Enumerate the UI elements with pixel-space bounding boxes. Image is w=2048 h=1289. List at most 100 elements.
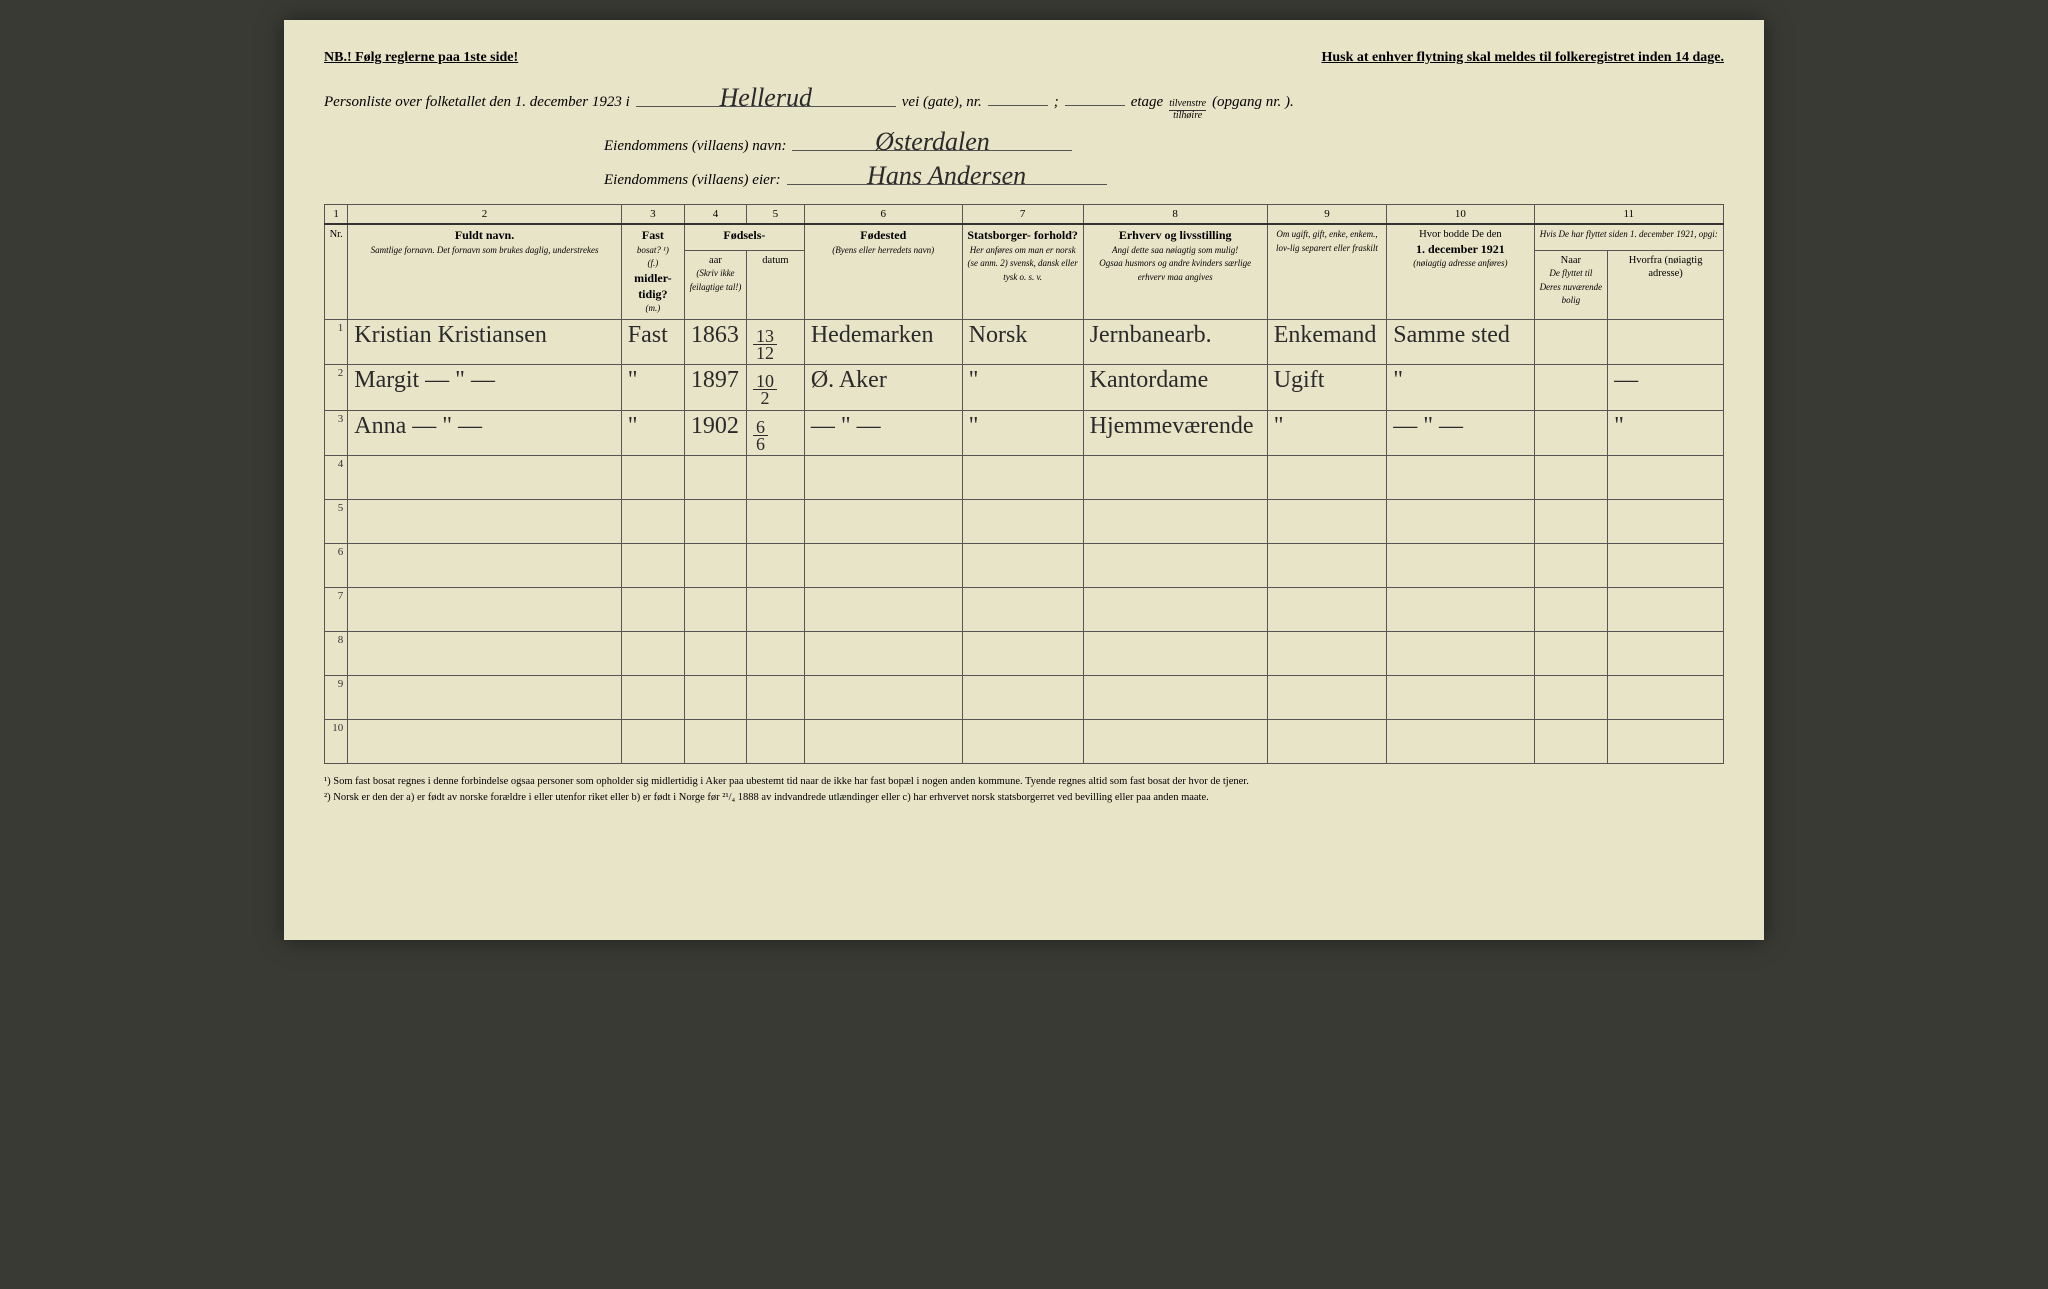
cell-naar bbox=[1534, 365, 1608, 410]
cell-datum: 1312 bbox=[746, 319, 804, 364]
hdr-aar-sub: (Skriv ikke feilagtige tal!) bbox=[690, 268, 742, 292]
hdr-naar-sub: De flyttet til Deres nuværende bolig bbox=[1540, 268, 1603, 305]
cell-fast: " bbox=[621, 365, 684, 410]
hdr-datum: datum bbox=[746, 250, 804, 319]
datum-bot: 2 bbox=[753, 390, 777, 406]
cell-erhverv: Kantordame bbox=[1083, 365, 1267, 410]
table-row: 2 Margit — " — " 1897 102 Ø. Aker " Kant… bbox=[325, 365, 1724, 410]
table-row: 4 bbox=[325, 455, 1724, 499]
table-row: 1 Kristian Kristiansen Fast 1863 1312 He… bbox=[325, 319, 1724, 364]
hdr-aar-txt: aar bbox=[709, 255, 722, 266]
table-row: 6 bbox=[325, 543, 1724, 587]
hdr-fodested-sub: (Byens eller herredets navn) bbox=[832, 245, 934, 255]
personliste-label: Personliste over folketallet den 1. dece… bbox=[324, 94, 630, 111]
colnum: 2 bbox=[348, 205, 622, 225]
cell-name: Kristian Kristiansen bbox=[348, 319, 622, 364]
table-row: 5 bbox=[325, 499, 1724, 543]
colnum: 7 bbox=[962, 205, 1083, 225]
hdr-fodested: Fødested (Byens eller herredets navn) bbox=[804, 224, 962, 319]
hdr-bodde-txt: Hvor bodde De den bbox=[1419, 229, 1502, 240]
cell-ugift: " bbox=[1267, 410, 1387, 455]
hdr-fast-f: (f.) bbox=[647, 258, 658, 268]
row-num: 8 bbox=[325, 631, 348, 675]
hdr-flyttet: Hvis De har flyttet siden 1. december 19… bbox=[1534, 224, 1723, 250]
colnum: 11 bbox=[1534, 205, 1723, 225]
header-line-2: Eiendommens (villaens) navn: Østerdalen bbox=[604, 129, 1724, 155]
row-num: 5 bbox=[325, 499, 348, 543]
cell-hvor: " bbox=[1608, 410, 1724, 455]
hdr-stats-b: Statsborger- forhold? bbox=[967, 228, 1078, 242]
hdr-bodde-sub: (nøiagtig adresse anføres) bbox=[1413, 258, 1507, 268]
colnum: 1 bbox=[325, 205, 348, 225]
row-num: 10 bbox=[325, 719, 348, 763]
reminder-register: Husk at enhver flytning skal meldes til … bbox=[1321, 50, 1724, 66]
owner-field: Hans Andersen bbox=[787, 163, 1107, 185]
colnum: 10 bbox=[1387, 205, 1534, 225]
cell-datum: 102 bbox=[746, 365, 804, 410]
hdr-fast: Fast bosat? ¹) (f.) midler- tidig? (m.) bbox=[621, 224, 684, 319]
hdr-bodde: Hvor bodde De den 1. december 1921 (nøia… bbox=[1387, 224, 1534, 319]
side-fraction: tilvenstre tilhøire bbox=[1169, 99, 1206, 121]
hdr-ugift-txt: Om ugift, gift, enke, enkem., lov-lig se… bbox=[1276, 229, 1378, 253]
hdr-naar-txt: Naar bbox=[1561, 255, 1581, 266]
row-num: 2 bbox=[325, 365, 348, 410]
hdr-bodde-b: 1. december 1921 bbox=[1416, 242, 1505, 256]
colnum: 9 bbox=[1267, 205, 1387, 225]
table-body: 1 Kristian Kristiansen Fast 1863 1312 He… bbox=[325, 319, 1724, 763]
hdr-fodsels: Fødsels- bbox=[684, 224, 804, 250]
footnote-1: ¹) Som fast bosat regnes i denne forbind… bbox=[324, 774, 1724, 790]
cell-aar: 1897 bbox=[684, 365, 746, 410]
colnum: 5 bbox=[746, 205, 804, 225]
cell-naar bbox=[1534, 410, 1608, 455]
cell-stats: " bbox=[962, 365, 1083, 410]
cell-ugift: Ugift bbox=[1267, 365, 1387, 410]
hdr-erhverv: Erhverv og livsstilling Angi dette saa n… bbox=[1083, 224, 1267, 319]
hdr-flyttet-txt: Hvis De har flyttet siden 1. december 19… bbox=[1540, 229, 1718, 239]
nb-follow-rules: NB.! Følg reglerne paa 1ste side! bbox=[324, 50, 518, 66]
row-num: 9 bbox=[325, 675, 348, 719]
table-head: 1 2 3 4 5 6 7 8 9 10 11 Nr. Fuldt navn. … bbox=[325, 205, 1724, 320]
hdr-erhverv-b: Erhverv og livsstilling bbox=[1119, 228, 1232, 242]
property-block: Eiendommens (villaens) navn: Østerdalen … bbox=[604, 129, 1724, 189]
table-row: 9 bbox=[325, 675, 1724, 719]
hdr-stats: Statsborger- forhold? Her anføres om man… bbox=[962, 224, 1083, 319]
cell-fodested: Ø. Aker bbox=[804, 365, 962, 410]
hdr-fast-bold: Fast bbox=[642, 228, 664, 242]
cell-bodde: " bbox=[1387, 365, 1534, 410]
row-num: 1 bbox=[325, 319, 348, 364]
colnum: 4 bbox=[684, 205, 746, 225]
census-table: 1 2 3 4 5 6 7 8 9 10 11 Nr. Fuldt navn. … bbox=[324, 204, 1724, 764]
column-number-row: 1 2 3 4 5 6 7 8 9 10 11 bbox=[325, 205, 1724, 225]
cell-erhverv: Hjemmeværende bbox=[1083, 410, 1267, 455]
datum-bot: 12 bbox=[753, 345, 777, 361]
hdr-name-sub: Samtlige fornavn. Det fornavn som brukes… bbox=[371, 245, 599, 255]
table-row: 8 bbox=[325, 631, 1724, 675]
colnum: 6 bbox=[804, 205, 962, 225]
cell-name: Anna — " — bbox=[348, 410, 622, 455]
hdr-name-bold: Fuldt navn. bbox=[455, 228, 514, 242]
cell-hvor: — bbox=[1608, 365, 1724, 410]
semicolon: ; bbox=[1054, 94, 1059, 111]
villa-name-label: Eiendommens (villaens) navn: bbox=[604, 138, 786, 155]
owner-label: Eiendommens (villaens) eier: bbox=[604, 172, 781, 189]
cell-name: Margit — " — bbox=[348, 365, 622, 410]
villa-name-field: Østerdalen bbox=[792, 129, 1072, 151]
row-num: 7 bbox=[325, 587, 348, 631]
footnote-2: ²) Norsk er den der a) er født av norske… bbox=[324, 790, 1724, 806]
colnum: 3 bbox=[621, 205, 684, 225]
cell-ugift: Enkemand bbox=[1267, 319, 1387, 364]
header-row-1: Nr. Fuldt navn. Samtlige fornavn. Det fo… bbox=[325, 224, 1724, 250]
hdr-naar: Naar De flyttet til Deres nuværende boli… bbox=[1534, 250, 1608, 319]
cell-bodde: — " — bbox=[1387, 410, 1534, 455]
hdr-stats-sub: Her anføres om man er norsk (se anm. 2) … bbox=[968, 245, 1078, 282]
nr-field bbox=[988, 84, 1048, 106]
hdr-fast-mid: midler- tidig? bbox=[634, 271, 672, 301]
table-row: 7 bbox=[325, 587, 1724, 631]
row-num: 3 bbox=[325, 410, 348, 455]
hdr-aar: aar (Skriv ikke feilagtige tal!) bbox=[684, 250, 746, 319]
cell-fast: " bbox=[621, 410, 684, 455]
tilhoire: tilhøire bbox=[1169, 111, 1206, 121]
hdr-ugift: Om ugift, gift, enke, enkem., lov-lig se… bbox=[1267, 224, 1387, 319]
cell-fast: Fast bbox=[621, 319, 684, 364]
opgang-label: (opgang nr. ). bbox=[1212, 94, 1294, 111]
